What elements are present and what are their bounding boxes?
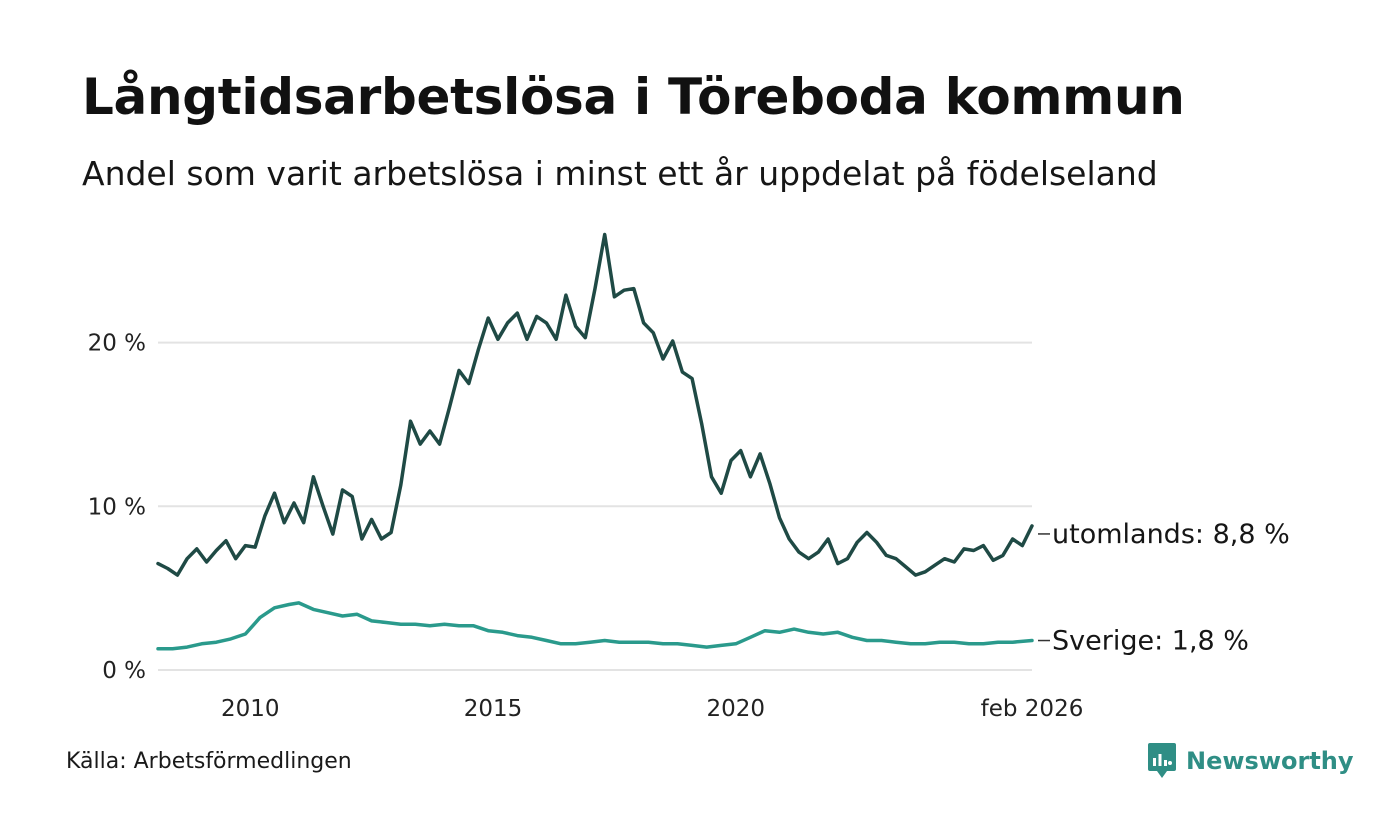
- x-tick-label: feb 2026: [981, 696, 1084, 722]
- chart-title: Långtidsarbetslösa i Töreboda kommun: [82, 68, 1185, 126]
- y-tick-label: 10 %: [88, 494, 146, 520]
- x-tick-label: 2015: [464, 696, 523, 722]
- series-line-utomlands: [156, 232, 1034, 577]
- grid-layer: [158, 341, 1032, 671]
- y-tick-label: 20 %: [88, 331, 146, 357]
- x-tick-label: 2010: [221, 696, 280, 722]
- x-tick-label: 2020: [707, 696, 766, 722]
- series-layer: [156, 232, 1034, 651]
- label-layer: utomlands: 8,8 % Sverige: 1,8 %: [1038, 519, 1290, 657]
- newsworthy-logo: Newsworthy: [1148, 743, 1354, 779]
- chart-subtitle: Andel som varit arbetslösa i minst ett å…: [82, 154, 1158, 193]
- newsworthy-logo-text: Newsworthy: [1186, 747, 1354, 775]
- end-label-utomlands: utomlands: 8,8 %: [1052, 519, 1290, 550]
- axis-layer: 0 % 10 % 20 % 2010 2015 2020 feb 2026: [88, 331, 1084, 722]
- newsworthy-logo-icon: [1148, 743, 1176, 778]
- source-note: Källa: Arbetsförmedlingen: [66, 749, 352, 774]
- series-line-sverige: [156, 601, 1034, 651]
- y-tick-label: 0 %: [102, 658, 146, 684]
- end-label-sverige: Sverige: 1,8 %: [1052, 626, 1249, 657]
